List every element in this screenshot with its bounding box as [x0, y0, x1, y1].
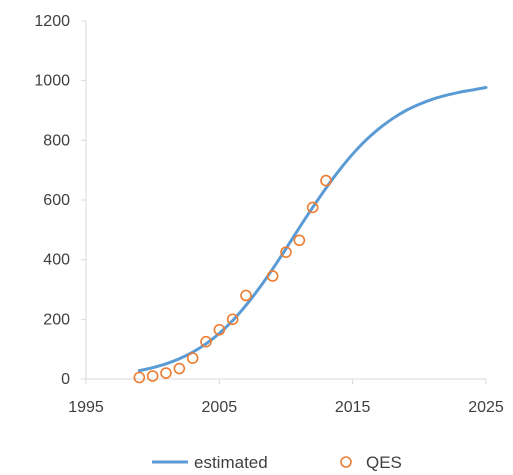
x-tick-label: 1995	[68, 399, 104, 416]
qes-point	[240, 289, 252, 302]
legend: estimated QES	[152, 453, 402, 472]
y-axis: 0 200 400 600 800 1000 1200	[34, 13, 87, 388]
legend-label-estimated: estimated	[194, 453, 268, 472]
qes-point	[200, 335, 212, 348]
qes-point	[306, 201, 319, 214]
y-tick-label: 1000	[34, 73, 70, 90]
series-line-estimated	[137, 86, 488, 373]
y-tick-label: 1200	[34, 13, 70, 30]
qes-point	[160, 367, 172, 379]
y-tick-label: 400	[43, 252, 70, 269]
x-tick-label: 2015	[335, 399, 371, 416]
qes-point	[213, 323, 226, 336]
y-tick-label: 200	[43, 311, 70, 328]
y-tick-label: 0	[61, 371, 70, 388]
qes-point	[186, 352, 199, 364]
qes-point	[266, 270, 279, 282]
x-axis: 1995 2005 2015 2025	[68, 378, 504, 416]
legend-label-qes: QES	[366, 453, 402, 472]
qes-point	[280, 246, 292, 259]
qes-point	[146, 370, 159, 382]
plot-area	[133, 86, 488, 384]
qes-point	[173, 362, 186, 375]
legend-marker-swatch	[340, 456, 352, 468]
qes-point	[293, 234, 306, 247]
y-tick-label: 600	[43, 192, 70, 209]
qes-point	[133, 371, 146, 384]
qes-point	[226, 313, 239, 326]
y-tick-label: 800	[43, 132, 70, 149]
x-tick-label: 2025	[468, 399, 504, 416]
qes-point	[320, 174, 332, 187]
x-tick-label: 2005	[202, 399, 238, 416]
